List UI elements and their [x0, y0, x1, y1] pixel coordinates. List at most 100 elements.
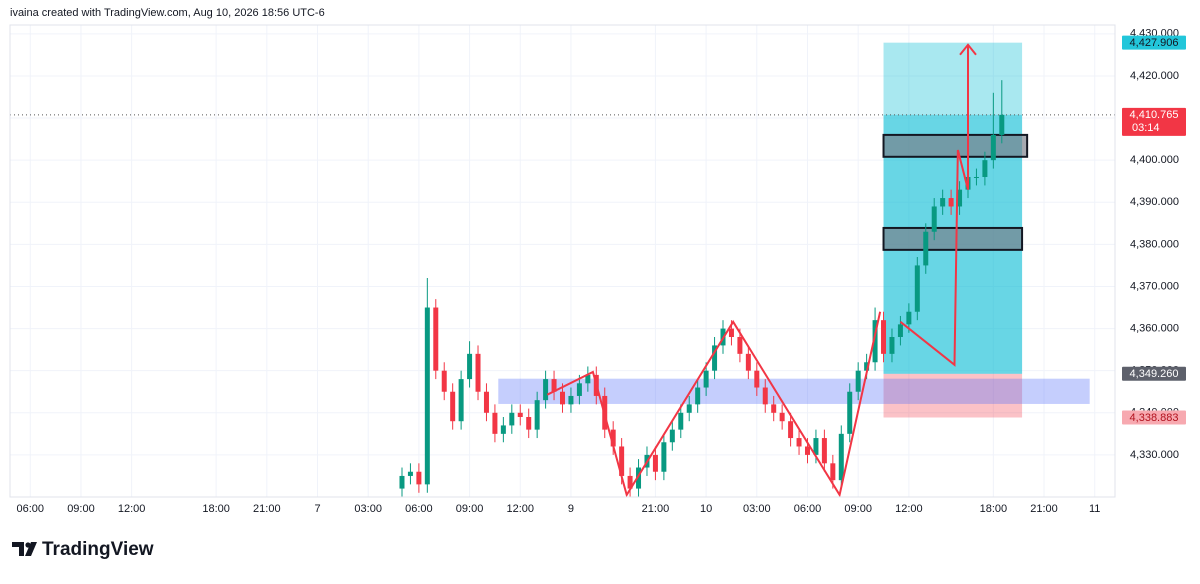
- candle-body: [576, 383, 582, 396]
- candle-body: [678, 412, 684, 430]
- arrow-head: [959, 43, 977, 56]
- candle-body: [703, 370, 709, 388]
- arrow-line: [899, 44, 970, 367]
- price-label: 4,338.883: [1130, 412, 1179, 424]
- candle-body: [771, 404, 777, 413]
- candle-body: [509, 412, 515, 426]
- x-tick-label: 03:00: [743, 503, 771, 515]
- candle-body: [745, 353, 751, 371]
- zone: [882, 133, 1029, 158]
- candle-body: [923, 231, 929, 266]
- x-tick-label: 12:00: [118, 503, 146, 515]
- x-tick-label: 7: [314, 503, 320, 515]
- candle-body: [957, 189, 963, 207]
- candle-body: [517, 412, 523, 417]
- price-label-box: [1122, 366, 1186, 381]
- candle-body: [492, 412, 498, 434]
- plot-border: [9, 24, 1116, 498]
- x-tick-label: 06:00: [17, 503, 45, 515]
- price-countdown: 03:14: [1132, 122, 1160, 134]
- y-tick-label: 4,420.000: [1130, 70, 1179, 82]
- candle-body: [433, 307, 439, 371]
- price-label-box: [1122, 107, 1186, 136]
- candle-body: [652, 454, 658, 472]
- candle-body: [847, 391, 853, 434]
- candle-body: [712, 345, 718, 371]
- price-label: 4,427.906: [1130, 37, 1179, 49]
- candle-body: [458, 379, 464, 422]
- x-tick-label: 12:00: [506, 503, 534, 515]
- y-tick-label: 4,360.000: [1130, 322, 1179, 334]
- candle-body: [838, 433, 844, 481]
- price-label-box: [1122, 35, 1186, 50]
- drawings: [546, 43, 977, 497]
- brand-name: TradingView: [42, 539, 154, 560]
- candle-body: [999, 114, 1005, 135]
- candle-body: [973, 177, 979, 178]
- candle-body: [534, 400, 540, 430]
- price-label: 4,410.765: [1130, 109, 1179, 121]
- stop-zone: [883, 373, 1023, 418]
- x-tick-label: 21:00: [1030, 503, 1058, 515]
- price-label-box: [1122, 410, 1186, 425]
- x-tick-label: 09:00: [67, 503, 95, 515]
- zone: [882, 226, 1024, 251]
- candle-body: [897, 324, 903, 337]
- candle-body: [906, 311, 912, 325]
- x-tick-label: 09:00: [456, 503, 484, 515]
- candle-body: [475, 353, 481, 392]
- candle-body: [788, 421, 794, 439]
- y-tick-label: 4,390.000: [1130, 196, 1179, 208]
- candle-body: [543, 379, 549, 401]
- candle-body: [864, 362, 870, 371]
- candle-body: [737, 337, 743, 354]
- candle-body: [424, 307, 430, 485]
- x-tick-label: 06:00: [794, 503, 822, 515]
- candle-body: [568, 395, 574, 405]
- x-tick-label: 10: [700, 503, 712, 515]
- x-tick-label: 9: [568, 503, 574, 515]
- x-tick-label: 09:00: [844, 503, 872, 515]
- axes: 4,330.0004,340.0004,350.0004,360.0004,37…: [17, 28, 1186, 515]
- x-tick-label: 21:00: [253, 503, 281, 515]
- candle-body: [483, 391, 489, 413]
- candle-body: [804, 446, 810, 455]
- candle-body: [830, 463, 836, 481]
- y-tick-label: 4,370.000: [1130, 280, 1179, 292]
- candle-body: [695, 387, 701, 405]
- candle-body: [416, 471, 422, 485]
- y-tick-label: 4,400.000: [1130, 154, 1179, 166]
- candle-body: [619, 446, 625, 476]
- candle-body: [669, 429, 675, 443]
- candle-body: [441, 370, 447, 392]
- header-text: ivaina created with TradingView.com, Aug…: [10, 7, 325, 19]
- y-tick-label: 4,380.000: [1130, 238, 1179, 250]
- candle-body: [467, 353, 473, 380]
- candle-body: [982, 160, 988, 177]
- candle-body: [796, 438, 802, 447]
- zigzag-line: [546, 311, 882, 497]
- x-tick-label: 12:00: [895, 503, 923, 515]
- candle-body: [754, 370, 760, 388]
- candle-body: [990, 134, 996, 161]
- y-tick-label: 4,330.000: [1130, 449, 1179, 461]
- x-tick-label: 06:00: [405, 503, 433, 515]
- grid: [10, 25, 1115, 497]
- candle-body: [728, 328, 734, 337]
- candle-body: [821, 438, 827, 464]
- candle-body: [889, 337, 895, 354]
- candle-body: [813, 438, 819, 455]
- candle-body: [779, 412, 785, 422]
- candle-body: [661, 442, 667, 472]
- candle-body: [399, 475, 405, 489]
- candle-body: [526, 417, 532, 430]
- candle-body: [686, 404, 692, 413]
- candle-body: [914, 265, 920, 312]
- candle-body: [881, 320, 887, 354]
- candle-body: [762, 387, 768, 405]
- x-tick-label: 03:00: [354, 503, 382, 515]
- candle-body: [407, 471, 413, 476]
- candle-body: [636, 467, 642, 489]
